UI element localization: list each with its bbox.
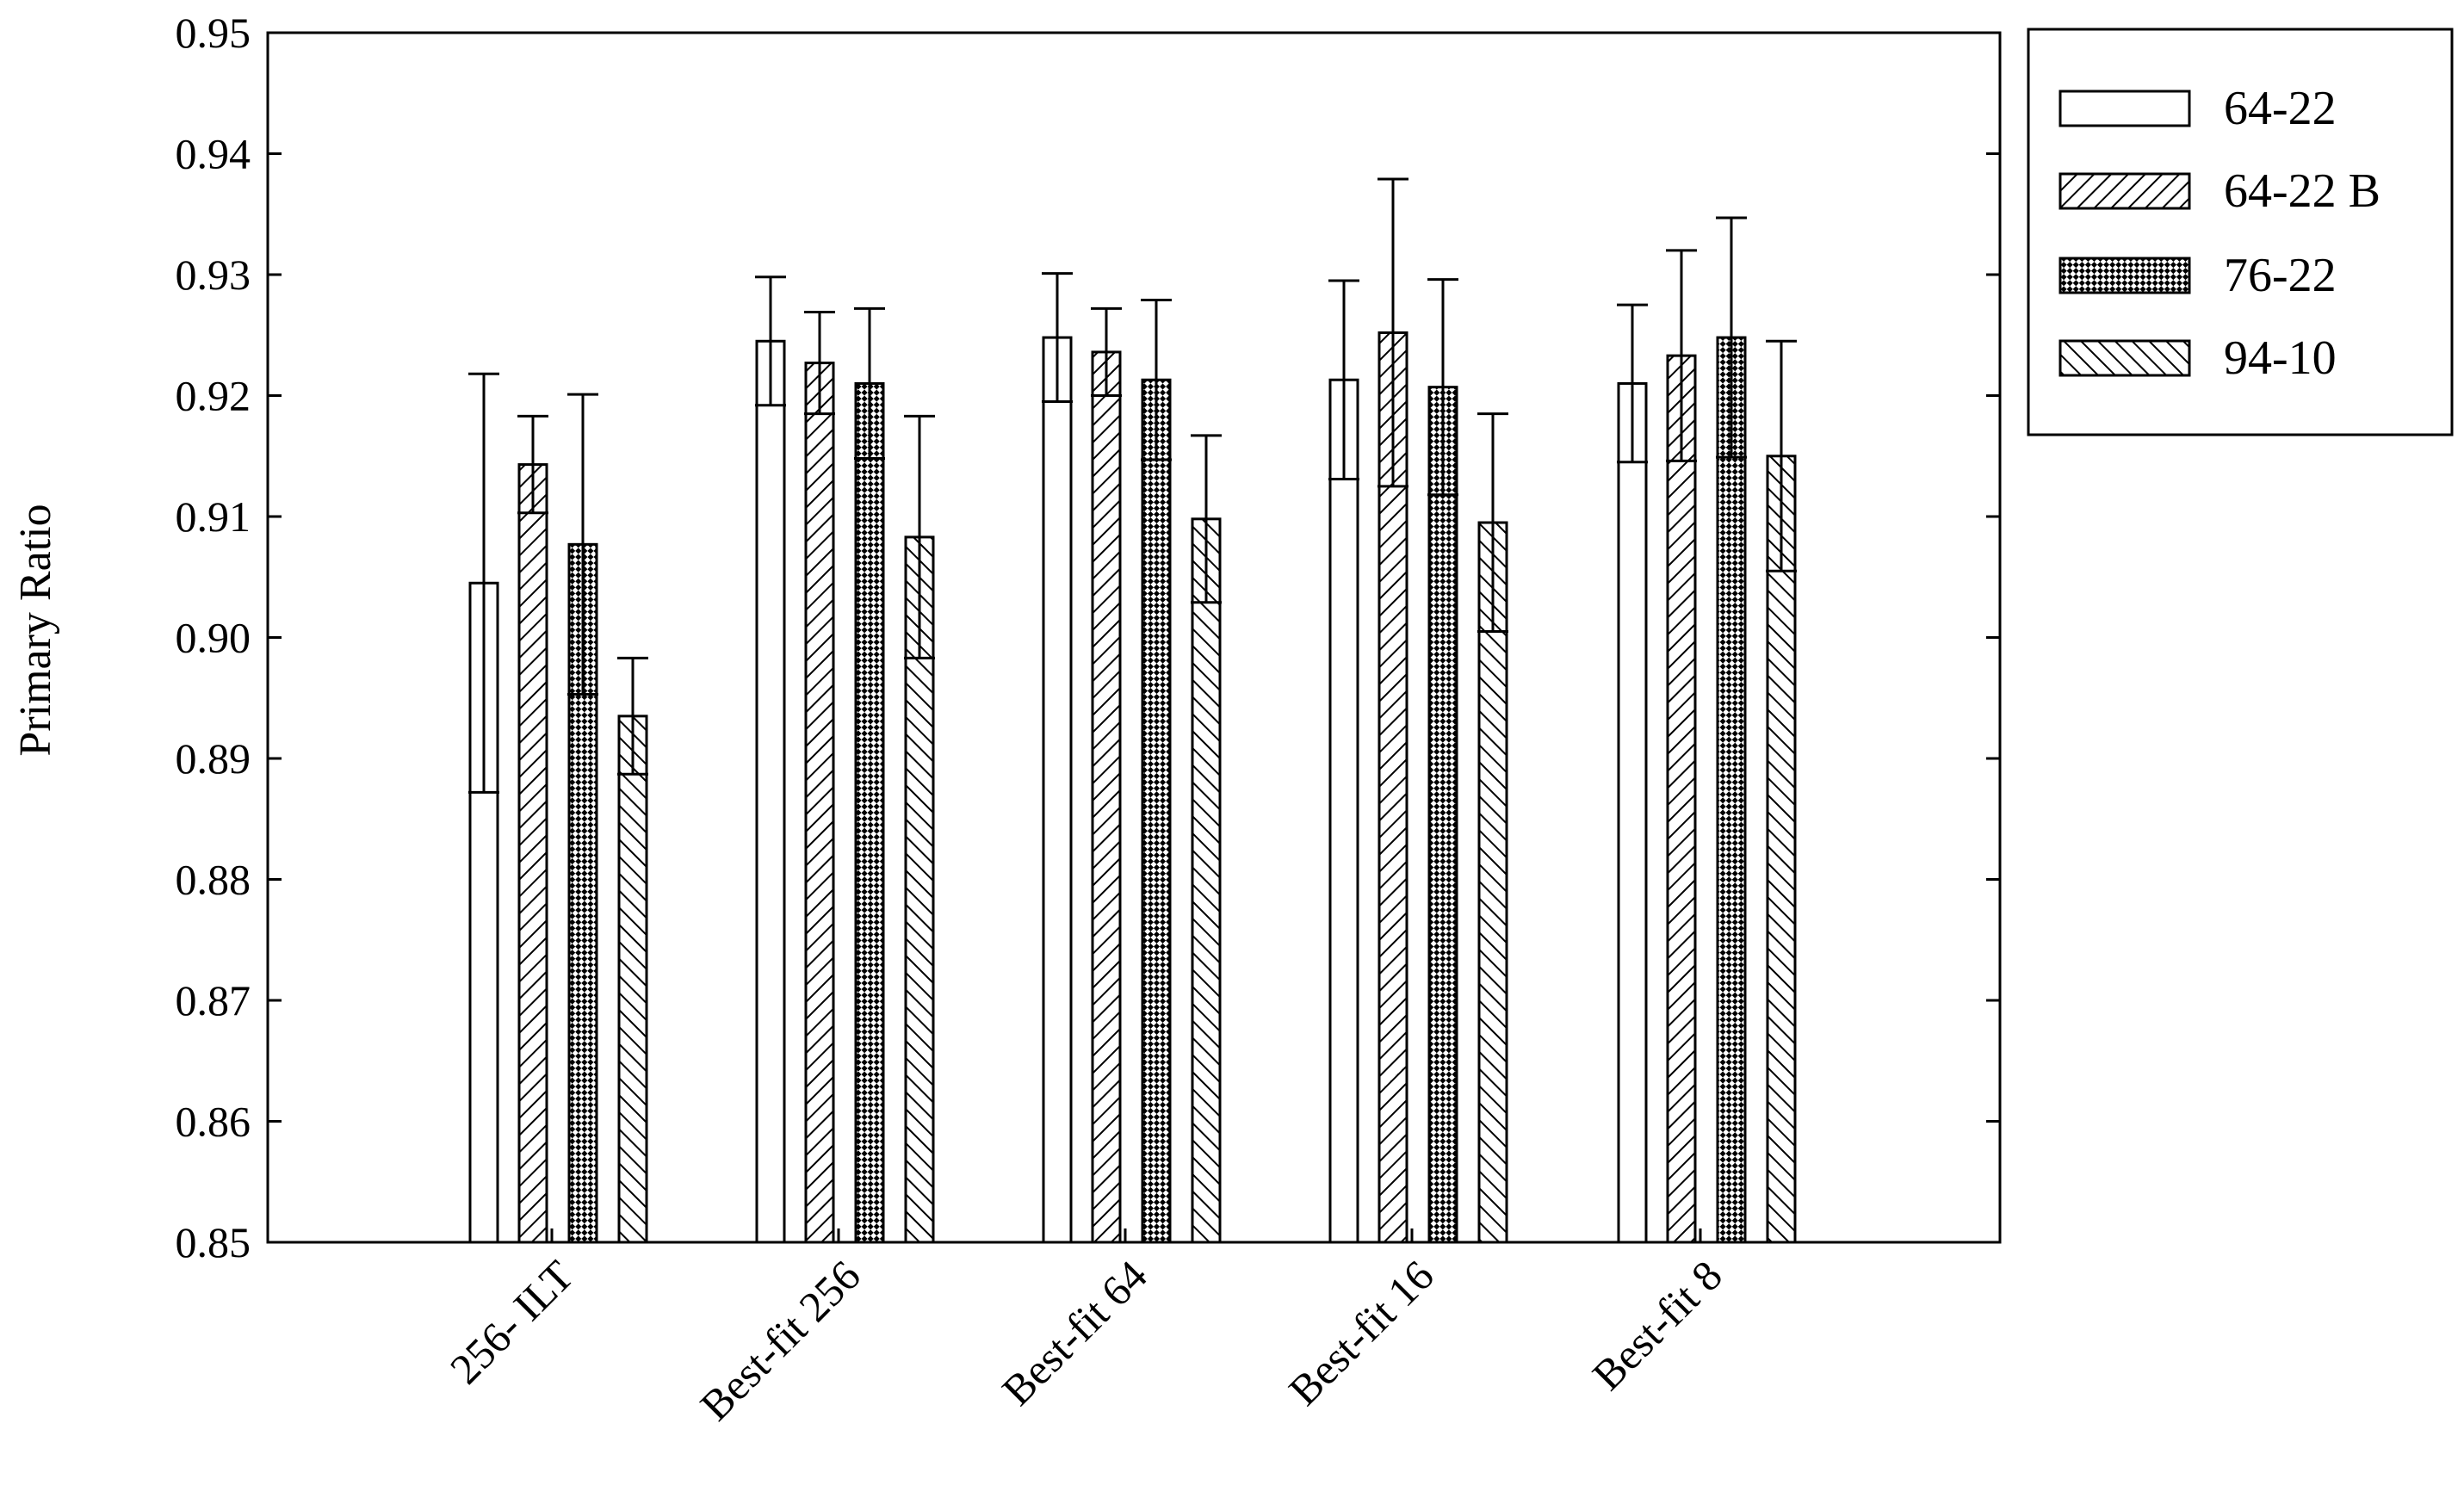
x-tick-labels: 256- ILT Best-fit 256 Best-fit 64 Best-fit … [441,1251,1731,1430]
bar [1141,378,1172,1244]
x-tick-label: Best-fit 256 [690,1251,870,1430]
y-axis-title: Primary Ratio [11,504,60,756]
x-tick-label: 256- ILT [441,1251,583,1393]
bar [1617,381,1648,1244]
bar [1091,350,1122,1244]
bar [1716,336,1747,1244]
y-tick-label: 0.91 [176,492,251,541]
bars [468,177,1797,1244]
legend-swatch [2058,172,2191,210]
bar [1427,386,1458,1244]
legend: 64-22 64-22 B 76-22 94-10 [2027,28,2454,436]
bar [1191,517,1222,1244]
y-tick-label: 0.94 [176,130,251,178]
legend-label: 94-10 [2224,331,2337,385]
legend-label: 76-22 [2224,249,2337,302]
bar [1042,336,1073,1244]
bar [1328,378,1359,1244]
legend-swatch [2058,257,2191,294]
y-tick-label: 0.88 [176,856,251,904]
x-tick-label: Best-fit 8 [1583,1251,1731,1399]
legend-label: 64-22 B [2224,164,2380,218]
bar [517,463,548,1244]
bar [1766,455,1797,1244]
plot-area [266,31,2002,1244]
legend-label: 64-22 [2224,82,2337,135]
legend-swatch [2058,90,2191,127]
legend-swatch [2058,339,2191,377]
y-tick-label: 0.86 [176,1098,251,1146]
bar [755,339,786,1244]
bar [1477,521,1508,1244]
y-tick-labels: 0.85 0.86 0.87 0.88 0.89 0.90 0.91 0.92 0.93 0.94… [176,9,251,1266]
y-tick-label: 0.95 [176,9,251,57]
y-tick-label: 0.87 [176,976,251,1024]
x-tick-label: Best-fit 16 [1279,1251,1443,1414]
bar [804,362,835,1244]
y-tick-label: 0.93 [176,251,251,299]
x-tick-label: Best-fit 64 [993,1251,1156,1414]
bar [1666,354,1697,1244]
bar [854,381,885,1244]
y-tick-label: 0.92 [176,372,251,420]
y-tick-label: 0.89 [176,734,251,783]
y-tick-label: 0.85 [176,1218,251,1266]
bar [617,715,648,1244]
y-tick-label: 0.90 [176,614,251,662]
